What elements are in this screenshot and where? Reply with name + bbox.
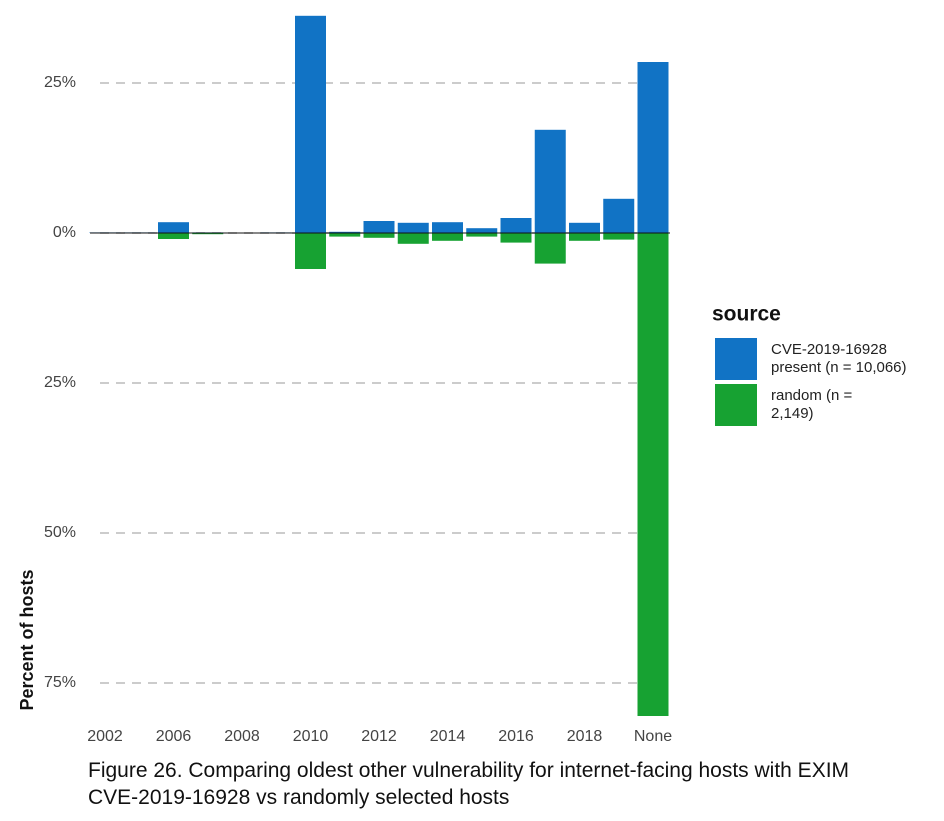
legend-swatch — [715, 338, 757, 380]
bar — [500, 233, 532, 243]
bar — [192, 233, 224, 235]
x-tick-label: 2016 — [498, 728, 534, 745]
y-tick-label: 25% — [44, 74, 76, 91]
x-tick-label: None — [634, 728, 672, 745]
x-tick-label: 2006 — [156, 728, 192, 745]
bar — [295, 233, 326, 269]
x-tick-label: 2018 — [567, 728, 603, 745]
bar — [534, 233, 566, 264]
x-tick-label: 2012 — [361, 728, 397, 745]
chart: Percent of hosts source 25% 0% 25% 50% 75% 20… — [17, 15, 781, 745]
bar — [534, 129, 566, 233]
bar — [466, 228, 498, 233]
bar — [329, 231, 361, 233]
x-tick-label: 2014 — [430, 728, 466, 745]
bar — [432, 222, 463, 233]
x-tick-label: 2010 — [293, 728, 329, 745]
legend-title: source — [712, 303, 781, 326]
bar — [397, 222, 429, 233]
legend-label: random (n = 2,149) — [771, 387, 853, 422]
bar — [432, 233, 463, 241]
bar — [603, 198, 635, 233]
bar — [500, 218, 532, 233]
bar — [397, 233, 429, 244]
caption: Figure 26. Comparing oldest other vulner… — [88, 759, 850, 809]
bar — [466, 233, 498, 237]
bar — [363, 233, 395, 238]
legend-label: CVE-2019-16928 present (n = 10,066) — [771, 341, 907, 376]
bar — [363, 221, 395, 233]
bar — [603, 233, 635, 240]
bar — [295, 15, 326, 233]
legend-swatch — [715, 384, 757, 426]
x-tick-label: 2008 — [224, 728, 260, 745]
y-tick-label: 75% — [44, 674, 76, 691]
bar — [569, 233, 600, 241]
bar — [158, 233, 189, 239]
bar — [637, 233, 669, 716]
bar — [158, 222, 189, 233]
y-tick-label: 25% — [44, 374, 76, 391]
bar — [637, 62, 669, 233]
x-tick-label: 2002 — [87, 728, 123, 745]
bar — [569, 222, 600, 233]
y-tick-label: 50% — [44, 524, 76, 541]
y-axis-label: Percent of hosts — [17, 569, 37, 710]
y-tick-label: 0% — [53, 224, 76, 241]
bar — [329, 233, 361, 237]
